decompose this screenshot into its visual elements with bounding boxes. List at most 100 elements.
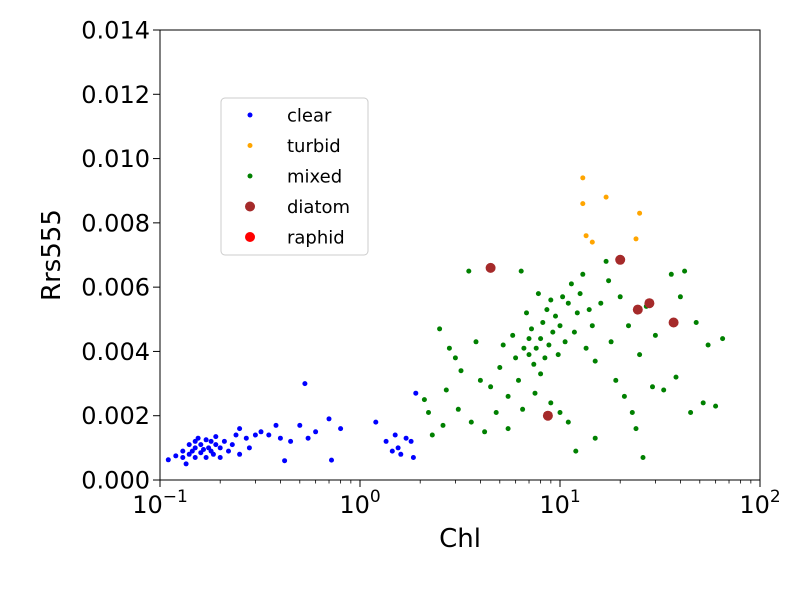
point-mixed-3 (437, 326, 443, 332)
point-turbid-3 (589, 239, 595, 245)
point-turbid-1 (580, 201, 586, 207)
point-clear-5 (186, 442, 192, 448)
point-clear-53 (403, 435, 409, 441)
point-mixed-48 (580, 271, 586, 277)
point-mixed-87 (532, 390, 538, 396)
point-clear-46 (338, 426, 344, 432)
point-diatom-5 (668, 317, 679, 328)
point-mixed-17 (497, 365, 503, 370)
point-clear-55 (410, 455, 416, 460)
point-mixed-51 (589, 323, 595, 329)
point-mixed-81 (548, 400, 554, 406)
y-tick-label-4: 0.008 (81, 209, 150, 237)
point-mixed-13 (477, 377, 483, 383)
point-clear-14 (201, 447, 206, 452)
point-clear-38 (282, 458, 288, 464)
point-mixed-45 (571, 329, 577, 335)
point-clear-44 (326, 416, 332, 422)
point-mixed-2 (429, 432, 435, 438)
point-mixed-59 (621, 393, 627, 399)
legend-marker-clear (247, 112, 253, 118)
legend-label-raphid: raphid (287, 228, 345, 249)
point-mixed-10 (466, 268, 472, 274)
point-mixed-74 (693, 320, 699, 325)
x-tick-label-1: 100 (339, 487, 380, 519)
point-mixed-52 (592, 358, 598, 364)
point-clear-24 (217, 455, 223, 460)
point-mixed-63 (637, 352, 643, 358)
point-mixed-78 (720, 336, 726, 342)
point-clear-27 (229, 442, 235, 448)
point-diatom-3 (632, 304, 643, 315)
point-clear-56 (413, 390, 419, 396)
point-mixed-7 (452, 355, 458, 361)
point-mixed-39 (555, 352, 561, 358)
point-mixed-57 (613, 377, 619, 383)
point-clear-28 (233, 432, 239, 438)
point-mixed-19 (505, 393, 511, 399)
point-mixed-70 (673, 374, 679, 380)
point-mixed-9 (458, 368, 464, 374)
point-clear-15 (203, 437, 209, 443)
point-clear-7 (189, 448, 195, 454)
point-mixed-27 (529, 326, 534, 332)
point-mixed-37 (550, 329, 556, 335)
point-mixed-22 (516, 377, 521, 383)
point-mixed-49 (583, 345, 589, 351)
x-axis-label: Chl (439, 524, 481, 554)
point-mixed-5 (443, 387, 449, 393)
point-mixed-53 (598, 300, 604, 306)
point-mixed-35 (546, 342, 552, 348)
point-clear-29 (237, 451, 243, 457)
point-clear-36 (273, 422, 279, 428)
legend-marker-turbid (247, 143, 253, 148)
point-mixed-33 (542, 355, 548, 361)
point-clear-26 (226, 448, 231, 454)
point-clear-2 (180, 448, 186, 454)
point-mixed-44 (568, 281, 574, 287)
point-diatom-4 (644, 298, 655, 309)
point-mixed-8 (455, 406, 461, 412)
point-clear-22 (213, 434, 219, 440)
point-mixed-11 (468, 419, 474, 425)
legend-box (220, 97, 369, 256)
point-mixed-84 (573, 448, 579, 454)
point-mixed-64 (640, 455, 646, 460)
point-clear-8 (192, 438, 198, 444)
point-clear-34 (258, 429, 264, 435)
point-mixed-60 (626, 323, 631, 329)
x-tick-label-3: 102 (739, 487, 780, 519)
point-turbid-6 (633, 236, 639, 242)
point-mixed-20 (510, 332, 516, 338)
point-clear-54 (408, 438, 414, 444)
point-mixed-16 (493, 410, 499, 415)
point-mixed-24 (521, 345, 527, 351)
point-clear-35 (266, 432, 272, 438)
point-diatom-2 (615, 254, 626, 265)
point-mixed-73 (688, 410, 694, 415)
point-mixed-1 (426, 410, 431, 415)
point-clear-0 (165, 457, 171, 463)
point-clear-32 (246, 445, 252, 451)
point-mixed-4 (440, 422, 446, 428)
legend-label-diatom: diatom (287, 197, 350, 218)
point-mixed-23 (518, 268, 524, 274)
point-mixed-58 (617, 294, 623, 300)
point-mixed-80 (538, 371, 544, 377)
point-clear-6 (186, 451, 192, 457)
point-mixed-34 (544, 307, 550, 313)
point-mixed-47 (577, 291, 583, 297)
point-mixed-43 (565, 300, 571, 306)
legend-label-mixed: mixed (287, 167, 342, 188)
point-mixed-61 (629, 410, 635, 415)
point-mixed-14 (482, 429, 488, 435)
point-clear-48 (383, 438, 389, 444)
point-clear-41 (302, 381, 308, 387)
point-mixed-82 (557, 410, 563, 415)
point-mixed-79 (526, 336, 532, 342)
point-clear-47 (373, 419, 379, 425)
point-mixed-25 (524, 310, 529, 316)
point-clear-23 (217, 445, 223, 451)
point-clear-33 (252, 432, 258, 438)
point-diatom-0 (485, 262, 496, 273)
